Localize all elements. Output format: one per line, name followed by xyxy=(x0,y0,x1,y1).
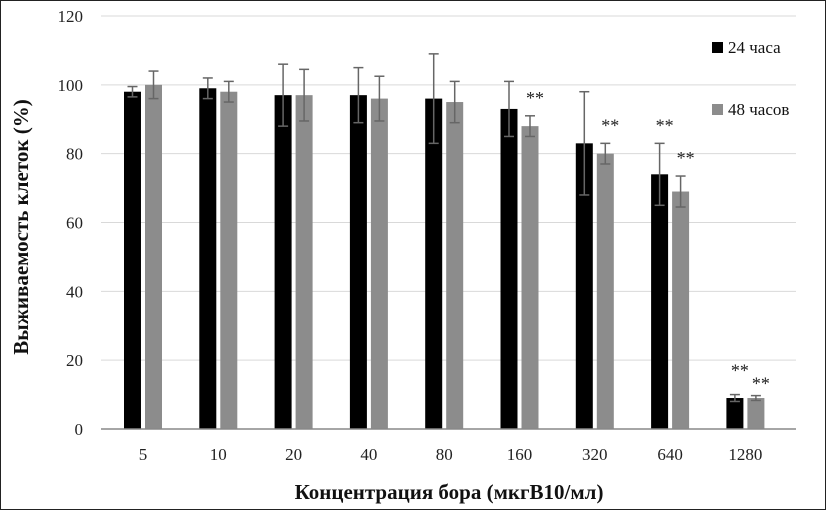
legend-label-48h: 48 часов xyxy=(728,100,789,119)
error-bars xyxy=(127,53,761,403)
legend-swatch-24h xyxy=(712,42,723,53)
bar-48h-80 xyxy=(446,102,464,430)
significance-marks: **** ******** xyxy=(526,88,770,394)
y-tick-label-100: 100 xyxy=(58,76,84,95)
x-tick-label-20: 20 xyxy=(285,445,302,464)
bar-48h-640 xyxy=(672,191,690,429)
error-bar-24h-40 xyxy=(353,66,364,124)
y-tick-label-60: 60 xyxy=(66,214,83,233)
error-bar-24h-640 xyxy=(654,142,665,207)
significance-48h-320: ** xyxy=(601,115,619,135)
error-bar-48h-20 xyxy=(299,68,310,122)
error-bar-24h-320 xyxy=(579,90,590,196)
bar-48h-10 xyxy=(220,91,238,429)
error-bar-48h-40 xyxy=(374,75,385,122)
y-tick-label-120: 120 xyxy=(58,7,84,26)
bar-24h-160 xyxy=(500,108,518,430)
x-tick-label-10: 10 xyxy=(210,445,227,464)
y-tick-label-80: 80 xyxy=(66,145,83,164)
significance-24h-1280: ** xyxy=(731,361,749,381)
error-bar-48h-5 xyxy=(148,70,159,100)
y-axis-ticks: 0 20 40 60 80 100 120 xyxy=(58,7,84,439)
legend-swatch-48h xyxy=(712,104,723,115)
x-tick-label-320: 320 xyxy=(582,445,608,464)
bar-24h-5 xyxy=(124,91,141,429)
legend: 24 часа 48 часов xyxy=(712,38,789,119)
bar-24h-10 xyxy=(199,88,217,430)
x-axis-title: Концентрация бора (мкгB10/мл) xyxy=(295,480,604,504)
error-bar-48h-640 xyxy=(675,175,686,208)
x-tick-label-40: 40 xyxy=(360,445,377,464)
bar-24h-1280 xyxy=(726,398,744,429)
bar-24h-320 xyxy=(575,143,593,429)
bar-24h-40 xyxy=(349,95,367,430)
error-bar-48h-320 xyxy=(600,142,611,165)
significance-48h-640: ** xyxy=(677,148,695,168)
y-tick-label-0: 0 xyxy=(75,420,84,439)
error-bar-24h-5 xyxy=(127,85,138,98)
x-tick-label-80: 80 xyxy=(436,445,453,464)
bar-48h-20 xyxy=(295,95,313,430)
significance-48h-1280: ** xyxy=(752,374,770,394)
y-axis-title: Выживаемость клеток (%) xyxy=(9,99,33,355)
bar-24h-640 xyxy=(651,174,669,429)
error-bar-48h-80 xyxy=(449,80,460,124)
bar-48h-1280 xyxy=(747,398,765,429)
x-tick-label-160: 160 xyxy=(507,445,533,464)
error-bar-48h-10 xyxy=(223,80,234,103)
bar-48h-160 xyxy=(521,126,539,429)
y-tick-label-40: 40 xyxy=(66,282,83,301)
bar-48h-5 xyxy=(145,84,162,429)
bar-48h-40 xyxy=(370,98,388,429)
error-bar-24h-160 xyxy=(504,80,514,138)
bars xyxy=(124,84,765,430)
bar-24h-20 xyxy=(274,95,292,430)
error-bar-24h-10 xyxy=(202,77,213,100)
legend-label-24h: 24 часа xyxy=(728,38,781,57)
y-tick-label-20: 20 xyxy=(66,351,83,370)
error-bar-48h-160 xyxy=(525,115,535,138)
error-bar-24h-20 xyxy=(278,63,289,127)
x-tick-label-5: 5 xyxy=(139,445,148,464)
bar-24h-80 xyxy=(425,98,443,429)
error-bar-48h-1280 xyxy=(750,394,761,402)
bar-48h-320 xyxy=(596,153,614,429)
error-bar-24h-1280 xyxy=(729,393,740,403)
x-tick-label-640: 640 xyxy=(657,445,683,464)
x-tick-label-1280: 1280 xyxy=(728,445,762,464)
error-bar-24h-80 xyxy=(428,53,439,145)
significance-48h-160: ** xyxy=(526,88,544,108)
significance-24h-640: ** xyxy=(656,115,674,135)
x-axis-ticks: 5 10 20 40 80 160 320 640 1280 xyxy=(139,445,763,464)
